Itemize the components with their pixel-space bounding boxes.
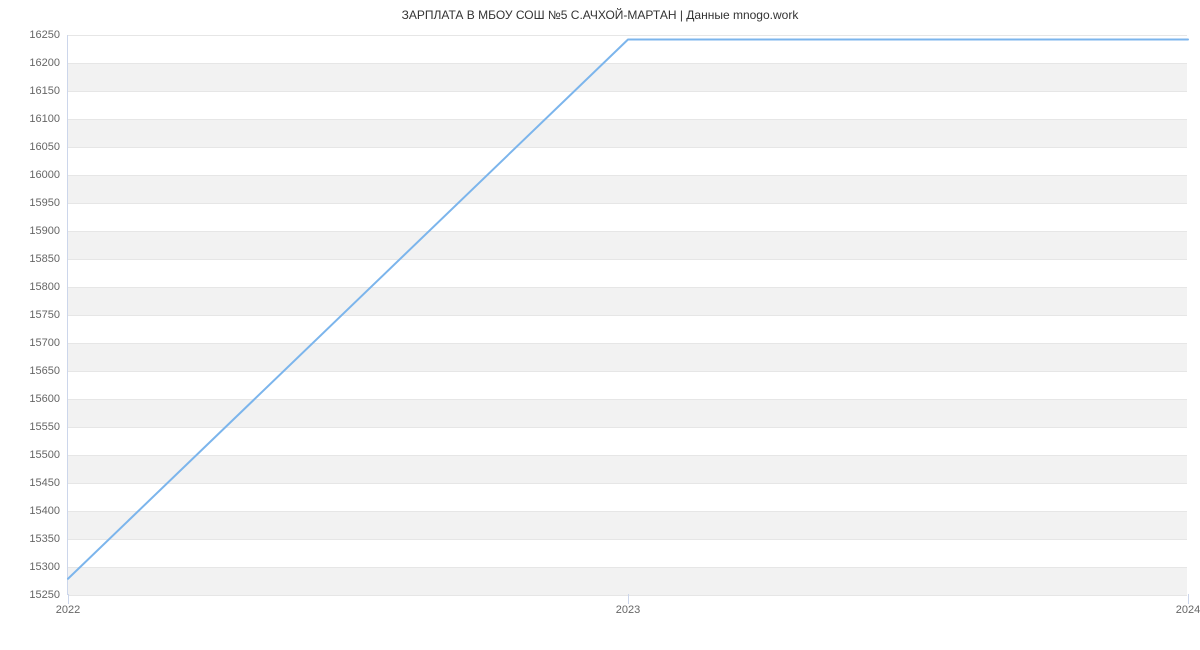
x-tick-label: 2024 [1176, 604, 1200, 616]
y-tick-label: 15350 [29, 533, 60, 545]
x-tick-mark [68, 594, 69, 604]
plot-area: 1525015300153501540015450155001555015600… [67, 35, 1187, 595]
y-tick-label: 15300 [29, 561, 60, 573]
y-tick-label: 16150 [29, 85, 60, 97]
x-tick-label: 2022 [56, 604, 80, 616]
y-tick-label: 16000 [29, 169, 60, 181]
y-tick-label: 15950 [29, 197, 60, 209]
x-tick-label: 2023 [616, 604, 640, 616]
y-tick-label: 15650 [29, 365, 60, 377]
y-tick-label: 15550 [29, 421, 60, 433]
y-tick-label: 16200 [29, 57, 60, 69]
series-line [68, 35, 1188, 595]
x-tick-mark [628, 594, 629, 604]
y-tick-label: 15750 [29, 309, 60, 321]
y-tick-label: 15500 [29, 449, 60, 461]
y-tick-label: 15400 [29, 505, 60, 517]
y-tick-label: 15850 [29, 253, 60, 265]
y-tick-label: 15800 [29, 281, 60, 293]
y-tick-label: 15700 [29, 337, 60, 349]
y-tick-label: 16250 [29, 29, 60, 41]
y-tick-label: 15900 [29, 225, 60, 237]
y-tick-label: 15450 [29, 477, 60, 489]
y-tick-label: 16050 [29, 141, 60, 153]
y-tick-label: 15600 [29, 393, 60, 405]
chart-title: ЗАРПЛАТА В МБОУ СОШ №5 С.АЧХОЙ-МАРТАН | … [0, 8, 1200, 22]
x-tick-mark [1188, 594, 1189, 604]
y-tick-label: 15250 [29, 589, 60, 601]
salary-line-chart: ЗАРПЛАТА В МБОУ СОШ №5 С.АЧХОЙ-МАРТАН | … [0, 0, 1200, 650]
y-tick-label: 16100 [29, 113, 60, 125]
